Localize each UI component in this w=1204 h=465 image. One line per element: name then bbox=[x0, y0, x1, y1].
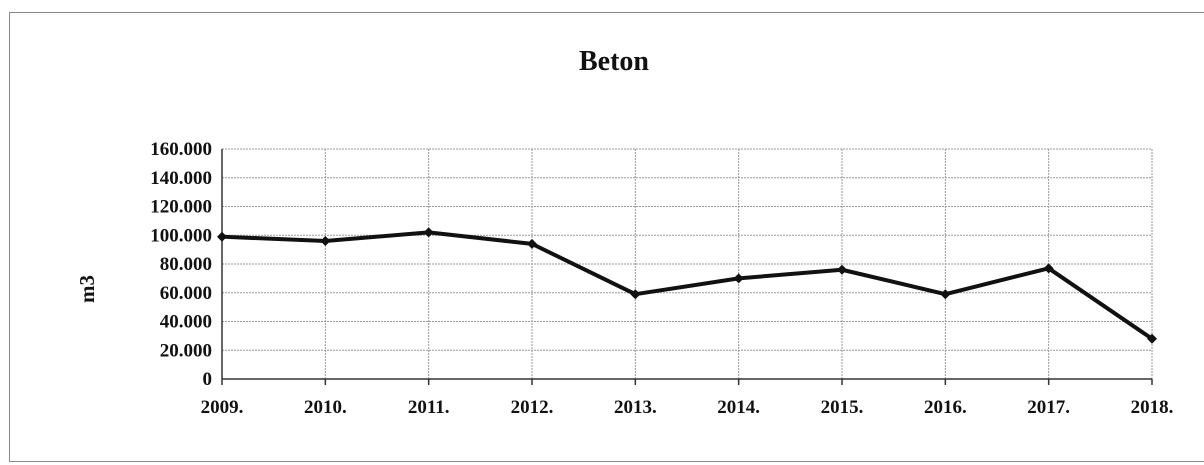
y-axis-label: m3 bbox=[75, 275, 99, 303]
x-tick-label: 2012. bbox=[511, 397, 554, 418]
grid bbox=[222, 148, 1153, 379]
data-point bbox=[630, 289, 641, 300]
x-tick-label: 2013. bbox=[614, 397, 657, 418]
data-point bbox=[940, 289, 951, 300]
data-point bbox=[320, 236, 331, 246]
x-tick-label: 2017. bbox=[1027, 397, 1070, 418]
y-tick-label: 80.000 bbox=[160, 254, 212, 275]
x-tick-label: 2010. bbox=[304, 397, 347, 418]
y-tick-label: 140.000 bbox=[150, 168, 212, 189]
data-point bbox=[527, 238, 537, 249]
data-point bbox=[423, 227, 434, 238]
y-tick-label: 60.000 bbox=[160, 283, 212, 304]
axes bbox=[221, 149, 1153, 385]
data-point bbox=[217, 231, 227, 242]
chart-title: Beton bbox=[579, 46, 649, 77]
data-point bbox=[1043, 263, 1054, 274]
y-tick-label: 40.000 bbox=[160, 312, 212, 333]
x-tick-label: 2011. bbox=[408, 397, 450, 418]
line-chart: Beton m3 0 20.000 40.000 60.000 80.000 100.00… bbox=[75, 46, 1174, 418]
x-tick-label: 2016. bbox=[924, 397, 967, 418]
x-tick-labels: 2009. 2010. 2011. 2012. 2013. 2014. 2015. 2016.… bbox=[201, 397, 1174, 418]
x-tick-label: 2018. bbox=[1131, 397, 1174, 418]
data-point bbox=[837, 264, 847, 275]
x-tick-label: 2009. bbox=[201, 397, 244, 418]
x-tick-label: 2015. bbox=[821, 397, 864, 418]
x-tick-label: 2014. bbox=[717, 397, 760, 418]
chart-frame: Beton m3 0 20.000 40.000 60.000 80.000 100.00… bbox=[9, 12, 1204, 462]
y-tick-label: 0 bbox=[203, 369, 213, 390]
y-tick-labels: 0 20.000 40.000 60.000 80.000 100.000 120.000 1… bbox=[150, 139, 212, 390]
y-tick-label: 160.000 bbox=[150, 139, 212, 160]
data-point bbox=[733, 273, 744, 284]
y-tick-label: 120.000 bbox=[150, 197, 212, 218]
series bbox=[217, 227, 1157, 344]
y-tick-label: 100.000 bbox=[150, 225, 212, 246]
data-point bbox=[1147, 333, 1157, 344]
y-tick-label: 20.000 bbox=[160, 340, 212, 361]
series-line bbox=[221, 230, 1154, 341]
